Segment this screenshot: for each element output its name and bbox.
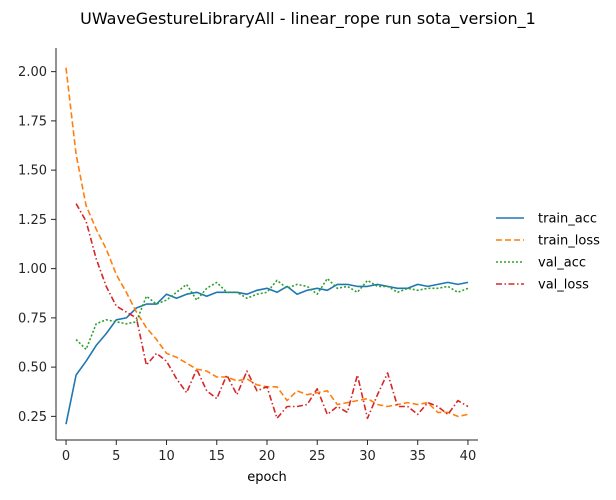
x-tick-label: 0	[62, 449, 70, 464]
y-axis: 0.25 0.50 0.75 1.00 1.25 1.50 1.75 2.00	[18, 48, 57, 440]
y-tick-label: 1.25	[18, 213, 47, 228]
x-tick-label: 20	[259, 449, 276, 464]
x-tick-label: 40	[460, 449, 477, 464]
y-tick-label: 0.75	[18, 311, 47, 326]
legend-label-train-acc: train_acc	[538, 212, 597, 227]
x-tick-label: 10	[158, 449, 175, 464]
y-tick-label: 0.25	[18, 410, 47, 425]
series-line-train-acc	[65, 281, 469, 425]
y-tick-label: 1.50	[18, 164, 47, 179]
y-tick-label: 1.00	[18, 262, 47, 277]
chart-title: UWaveGestureLibraryAll - linear_rope run…	[80, 9, 536, 29]
y-tick-label: 1.75	[18, 114, 47, 129]
legend-label-val-acc: val_acc	[538, 256, 586, 271]
x-tick-label: 25	[309, 449, 326, 464]
x-axis-label: epoch	[247, 470, 287, 485]
x-axis: 0 5 10 15 20 25 30 35 40	[56, 439, 478, 464]
x-tick-label: 30	[359, 449, 376, 464]
x-tick-label: 15	[208, 449, 225, 464]
x-tick-label: 35	[409, 449, 426, 464]
legend: train_acc train_loss val_acc val_loss	[496, 212, 600, 293]
x-tick-label: 5	[112, 449, 120, 464]
series-line-val-acc	[75, 277, 469, 351]
legend-label-val-loss: val_loss	[538, 278, 589, 293]
y-tick-label: 2.00	[18, 65, 47, 80]
series-line-train-loss	[65, 67, 469, 418]
legend-label-train-loss: train_loss	[538, 234, 600, 249]
series-line-val-loss	[75, 203, 469, 420]
y-tick-label: 0.50	[18, 361, 47, 376]
plot-area	[65, 67, 469, 425]
